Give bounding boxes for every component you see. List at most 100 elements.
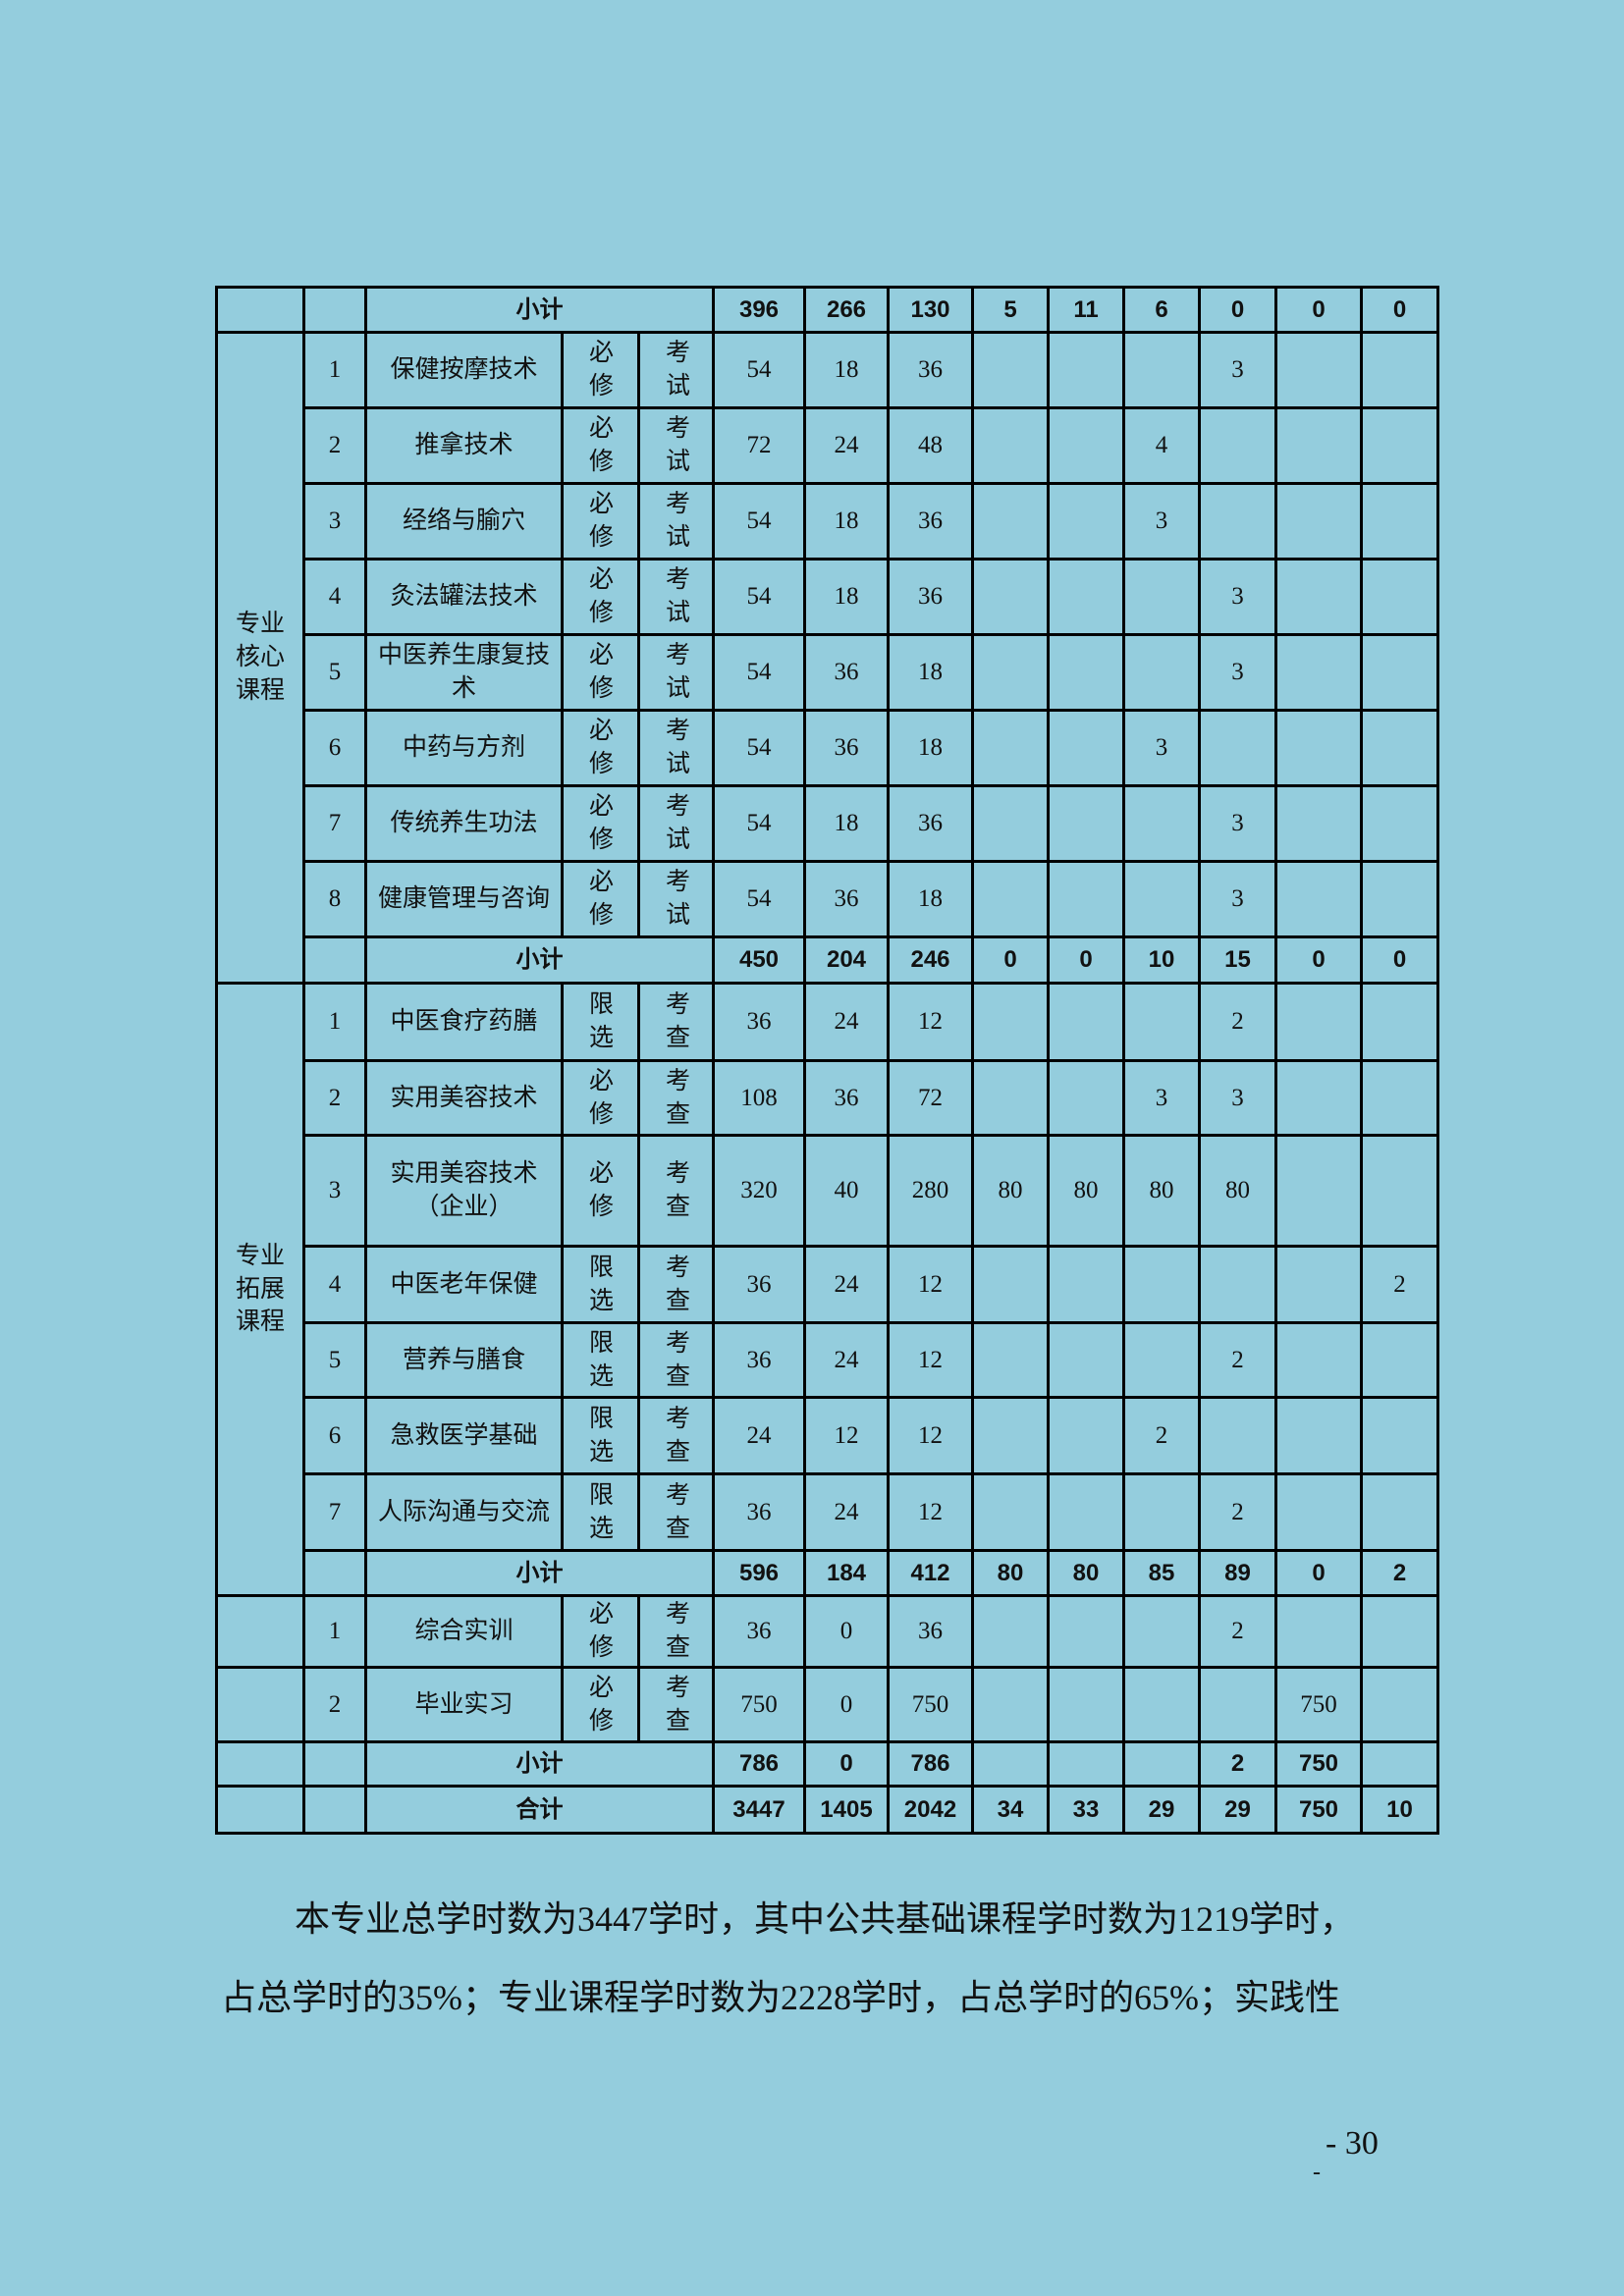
course-name: 急救医学基础 [364, 1396, 564, 1475]
hours-value: 80 [971, 1134, 1050, 1248]
hours-value: 3 [1198, 633, 1277, 712]
hours-value: 24 [803, 1245, 890, 1324]
hours-value: 18 [887, 633, 974, 712]
hours-value: 750 [712, 1666, 806, 1743]
hours-value: 3 [1198, 784, 1277, 863]
course-number: 2 [302, 1059, 367, 1137]
hours-value [971, 633, 1050, 712]
hours-value [1047, 784, 1125, 863]
table-row: 7 传统养生功法 必修 考试 54 18 36 3 [217, 784, 1439, 863]
hours-value: 0 [1274, 286, 1363, 334]
course-number: 7 [302, 1472, 367, 1552]
hours-value [1047, 406, 1125, 485]
hours-value: 3 [1122, 1059, 1201, 1137]
hours-value: 36 [887, 558, 974, 636]
table-row: 2 实用美容技术 必修 考查 108 36 72 3 3 [217, 1059, 1439, 1137]
course-number: 2 [302, 1666, 367, 1743]
hours-value: 24 [803, 1472, 890, 1552]
hours-value: 596 [712, 1549, 806, 1597]
table-row: 专业核心课程 1 保健按摩技术 必修 考试 54 18 36 3 [215, 331, 1439, 985]
hours-value [1274, 1321, 1363, 1399]
hours-value [971, 406, 1050, 485]
hours-value: 72 [712, 406, 806, 485]
course-number: 2 [302, 406, 367, 485]
hours-value [1274, 982, 1363, 1062]
course-group-label [215, 1666, 305, 1743]
hours-value: 0 [1274, 1549, 1363, 1597]
hours-value: 0 [803, 1740, 890, 1788]
hours-value [971, 331, 1050, 409]
hours-value: 33 [1047, 1785, 1125, 1835]
hours-value: 54 [712, 784, 806, 863]
assessment-type: 考试 [637, 633, 715, 712]
hours-value [1047, 482, 1125, 561]
hours-value [1198, 1245, 1277, 1324]
subtotal-label: 合计 [364, 1785, 715, 1835]
hours-value [1047, 1740, 1125, 1788]
table-row: 2 推拿技术 必修 考试 72 24 48 4 [217, 406, 1439, 485]
course-number: 1 [302, 331, 367, 409]
hours-value [1360, 709, 1439, 787]
hours-value: 12 [803, 1396, 890, 1475]
hours-value: 108 [712, 1059, 806, 1137]
hours-value [1360, 784, 1439, 863]
hours-value [1360, 633, 1439, 712]
subtotal-label: 小计 [364, 286, 715, 334]
assessment-type: 考试 [637, 482, 715, 561]
hours-value: 3447 [712, 1785, 806, 1835]
hours-value [1198, 1666, 1277, 1743]
hours-value: 750 [1274, 1740, 1363, 1788]
hours-value [971, 784, 1050, 863]
hours-value: 29 [1198, 1785, 1277, 1835]
hours-value [1274, 1594, 1363, 1669]
table-row: 3 经络与腧穴 必修 考试 54 18 36 3 [217, 482, 1439, 561]
table-row: 8 健康管理与咨询 必修 考试 54 36 18 3 [217, 860, 1439, 938]
hours-value [1047, 1666, 1125, 1743]
hours-value: 2 [1198, 1472, 1277, 1552]
course-number: 4 [302, 558, 367, 636]
hours-value [1047, 1321, 1125, 1399]
table-row: 5 营养与膳食 限选 考查 36 24 12 2 [217, 1321, 1439, 1399]
hours-value [1274, 1396, 1363, 1475]
hours-value: 54 [712, 709, 806, 787]
hours-value: 10 [1122, 935, 1201, 985]
hours-value: 2 [1122, 1396, 1201, 1475]
course-number: 3 [302, 1134, 367, 1248]
hours-value: 750 [1274, 1785, 1363, 1835]
index-cell [302, 1785, 367, 1835]
hours-value [1274, 558, 1363, 636]
hours-value [1274, 406, 1363, 485]
hours-value [1360, 406, 1439, 485]
paragraph-line-1: 本专业总学时数为3447学时，其中公共基础课程学时数为1219学时， [295, 1899, 1356, 1939]
course-type: 限选 [561, 1321, 640, 1399]
course-name: 保健按摩技术 [364, 331, 564, 409]
hours-value [1122, 633, 1201, 712]
hours-value [971, 482, 1050, 561]
course-name: 中医老年保健 [364, 1245, 564, 1324]
table-row: 6 急救医学基础 限选 考查 24 12 12 2 [217, 1396, 1439, 1475]
hours-value: 12 [887, 1245, 974, 1324]
hours-value: 786 [887, 1740, 974, 1788]
hours-value: 36 [712, 982, 806, 1062]
course-type: 必修 [561, 331, 640, 409]
hours-value: 2 [1360, 1549, 1439, 1597]
hours-value: 80 [1047, 1134, 1125, 1248]
course-number: 1 [302, 1594, 367, 1669]
hours-value [1047, 1396, 1125, 1475]
hours-value [1122, 982, 1201, 1062]
hours-value: 184 [803, 1549, 890, 1597]
hours-value: 54 [712, 558, 806, 636]
paragraph-line-2: 占总学时的35%；专业课程学时数为2228学时，占总学时的65%；实践性 [221, 1978, 1340, 2017]
hours-value: 0 [1198, 286, 1277, 334]
hours-value: 246 [887, 935, 974, 985]
hours-value [1047, 331, 1125, 409]
course-type: 限选 [561, 1472, 640, 1552]
hours-value: 80 [971, 1549, 1050, 1597]
assessment-type: 考试 [637, 860, 715, 938]
hours-value [1047, 1472, 1125, 1552]
hours-value [1274, 633, 1363, 712]
course-number: 3 [302, 482, 367, 561]
hours-value [1122, 1740, 1201, 1788]
assessment-type: 考查 [637, 982, 715, 1062]
hours-value [1047, 860, 1125, 938]
